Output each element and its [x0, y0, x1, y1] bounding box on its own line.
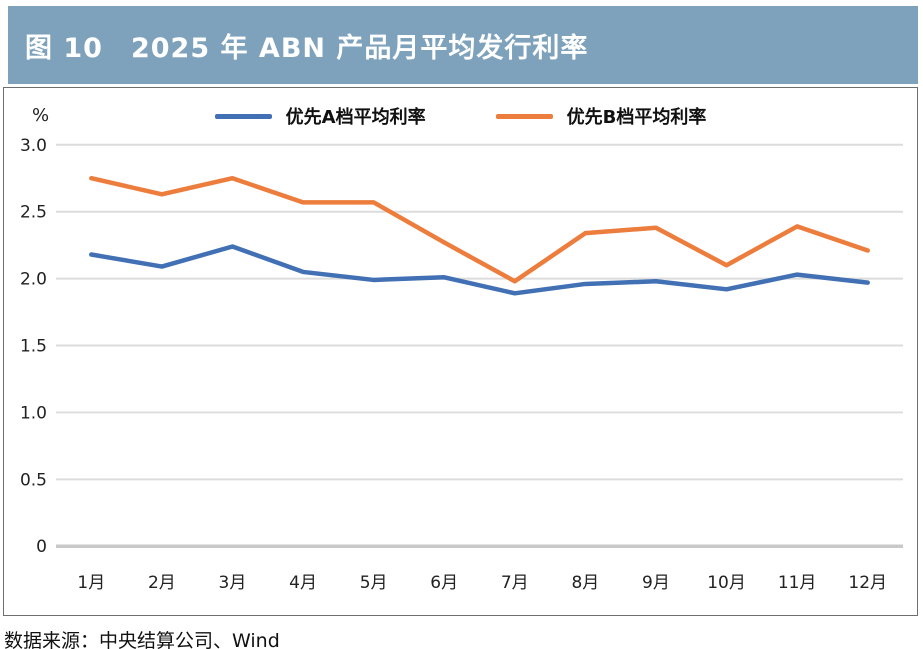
y-tick-label: 2.0	[20, 269, 47, 289]
y-tick-label: 1.5	[20, 336, 47, 356]
chart-frame: % 优先A档平均利率 优先B档平均利率 3.0 2.5 2.0 1.5 1.0 0.5 0 1月…	[3, 87, 918, 616]
figure-title-bar: 图 10 2025 年 ABN 产品月平均发行利率	[8, 6, 918, 84]
x-tick-label: 9月	[642, 572, 670, 592]
x-tick-label: 12月	[848, 572, 887, 592]
chart-legend: 优先A档平均利率 优先B档平均利率	[4, 101, 917, 131]
x-tick-label: 11月	[778, 572, 817, 592]
x-tick-label: 1月	[77, 572, 105, 592]
figure-title: 图 10 2025 年 ABN 产品月平均发行利率	[25, 32, 589, 64]
y-tick-label: 3.0	[20, 135, 47, 155]
y-tick-label: 1.0	[20, 402, 47, 422]
legend-label: 优先B档平均利率	[566, 107, 707, 128]
legend-item-series-b: 优先B档平均利率	[495, 103, 707, 129]
series-line-senior-a	[89, 244, 870, 296]
x-tick-label: 8月	[571, 572, 599, 592]
legend-label: 优先A档平均利率	[285, 107, 426, 128]
y-axis-unit-label: %	[32, 105, 50, 126]
x-tick-label: 2月	[148, 572, 176, 592]
data-source-note: 数据来源：中央结算公司、Wind	[4, 630, 280, 649]
series-line-senior-b	[89, 175, 870, 284]
page: 图 10 2025 年 ABN 产品月平均发行利率 % 优先A档平均利率 优先B档…	[0, 6, 923, 649]
y-tick-label: 2.5	[20, 202, 47, 222]
chart-header: % 优先A档平均利率 优先B档平均利率	[4, 101, 917, 131]
legend-item-series-a: 优先A档平均利率	[214, 103, 426, 129]
x-tick-label: 3月	[219, 572, 247, 592]
x-tick-label: 4月	[289, 572, 317, 592]
legend-line-swatch	[495, 113, 553, 119]
x-tick-label: 6月	[430, 572, 458, 592]
legend-line-swatch	[214, 113, 272, 119]
x-tick-label: 10月	[707, 572, 746, 592]
x-tick-label: 5月	[360, 572, 388, 592]
y-tick-label: 0.5	[20, 469, 47, 489]
x-tick-label: 7月	[501, 572, 529, 592]
y-tick-label: 0	[36, 536, 47, 556]
line-chart: 3.0 2.5 2.0 1.5 1.0 0.5 0 1月 2月 3月 4月 5月 6月 7月 8月 9月 10月…	[20, 135, 903, 592]
